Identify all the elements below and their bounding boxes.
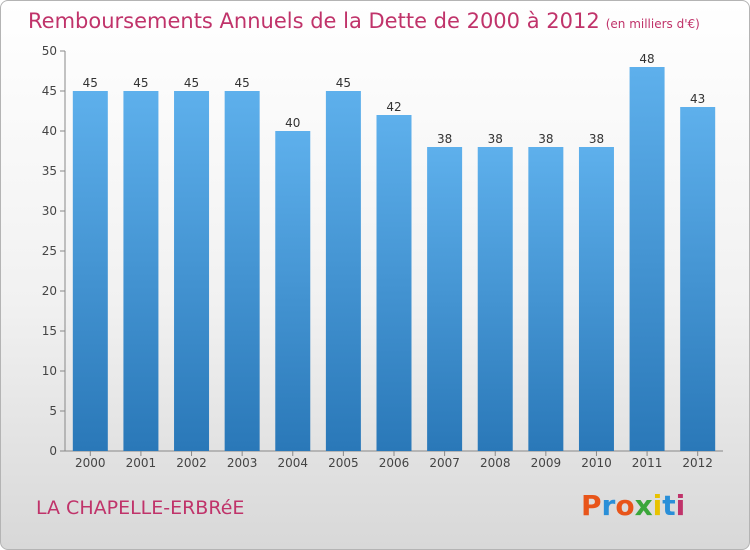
y-tick-label: 45 bbox=[42, 84, 57, 98]
y-tick-label: 50 bbox=[42, 44, 57, 58]
bar bbox=[174, 91, 210, 451]
bar bbox=[629, 67, 665, 451]
x-tick-label: 2005 bbox=[328, 456, 359, 470]
bar bbox=[123, 91, 159, 451]
x-tick-label: 2010 bbox=[581, 456, 612, 470]
chart-unit: (en milliers d'€) bbox=[605, 17, 700, 31]
data-label: 40 bbox=[285, 116, 300, 130]
x-tick-label: 2011 bbox=[632, 456, 663, 470]
bar bbox=[376, 115, 412, 451]
x-tick-label: 2007 bbox=[429, 456, 460, 470]
bar bbox=[680, 107, 716, 451]
data-label: 45 bbox=[184, 76, 199, 90]
y-tick-label: 25 bbox=[42, 244, 57, 258]
axes: 0 5 10 15 20 25 30 35 40 45 50 2000 2001 2002 2003 2004… bbox=[42, 44, 723, 470]
y-tick-label: 20 bbox=[42, 284, 57, 298]
logo-letter: i bbox=[652, 489, 663, 522]
bar bbox=[224, 91, 260, 451]
x-tick-label: 2009 bbox=[531, 456, 562, 470]
chart-title: Remboursements Annuels de la Dette de 20… bbox=[28, 9, 700, 33]
y-tick-label: 35 bbox=[42, 164, 57, 178]
data-label: 45 bbox=[83, 76, 98, 90]
x-tick-label: 2004 bbox=[277, 456, 308, 470]
bar bbox=[477, 147, 513, 451]
data-label: 38 bbox=[437, 132, 452, 146]
bars bbox=[72, 67, 716, 451]
logo-letter: r bbox=[601, 489, 616, 522]
x-tick-label: 2000 bbox=[75, 456, 106, 470]
logo-letter: i bbox=[675, 489, 686, 522]
x-tick-label: 2008 bbox=[480, 456, 511, 470]
logo-letter: t bbox=[662, 489, 676, 522]
data-label: 48 bbox=[639, 52, 654, 66]
y-tick-label: 15 bbox=[42, 324, 57, 338]
data-label: 45 bbox=[235, 76, 250, 90]
data-label: 38 bbox=[589, 132, 604, 146]
data-label: 45 bbox=[133, 76, 148, 90]
x-tick-label: 2002 bbox=[176, 456, 207, 470]
bar bbox=[528, 147, 564, 451]
bar bbox=[275, 131, 311, 451]
data-label: 38 bbox=[488, 132, 503, 146]
y-tick-label: 0 bbox=[49, 444, 57, 458]
data-label: 43 bbox=[690, 92, 705, 106]
commune-name: LA CHAPELLE-ERBRéE bbox=[36, 497, 245, 519]
bar bbox=[427, 147, 463, 451]
y-tick-label: 30 bbox=[42, 204, 57, 218]
y-tick-label: 5 bbox=[49, 404, 57, 418]
x-tick-label: 2001 bbox=[126, 456, 157, 470]
bar bbox=[325, 91, 361, 451]
bar bbox=[578, 147, 614, 451]
y-tick-label: 10 bbox=[42, 364, 57, 378]
y-tick-label: 40 bbox=[42, 124, 57, 138]
x-tick-label: 2006 bbox=[379, 456, 410, 470]
logo-letter: x bbox=[634, 489, 653, 522]
data-label: 42 bbox=[386, 100, 401, 114]
x-tick-label: 2003 bbox=[227, 456, 258, 470]
data-label: 45 bbox=[336, 76, 351, 90]
logo-letter: o bbox=[615, 489, 635, 522]
chart-title-text: Remboursements Annuels de la Dette de 20… bbox=[28, 9, 600, 33]
logo-letter: P bbox=[581, 489, 602, 522]
bar bbox=[72, 91, 108, 451]
data-label: 38 bbox=[538, 132, 553, 146]
data-labels: 45 45 45 45 40 45 42 38 38 38 38 48 43 bbox=[83, 52, 706, 146]
x-tick-label: 2012 bbox=[682, 456, 713, 470]
proxiti-logo: Proxiti bbox=[581, 489, 685, 522]
